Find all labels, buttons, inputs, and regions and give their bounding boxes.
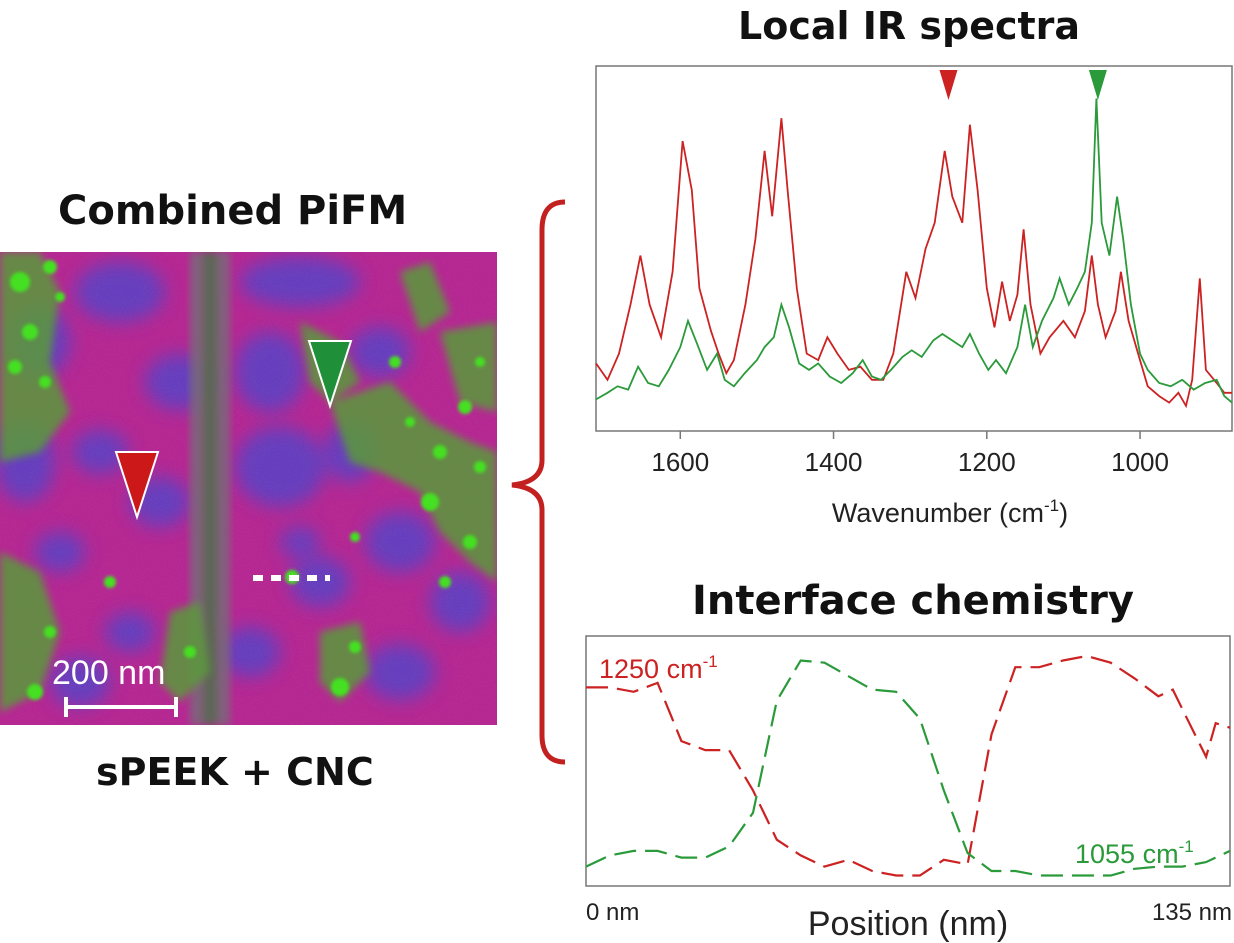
- spectra-frame: [595, 65, 1233, 432]
- profile-title: Interface chemistry: [692, 578, 1134, 624]
- spectra-xtick-label-0: 1600: [651, 447, 709, 477]
- bracket-connector: [511, 199, 566, 765]
- pifm-image-title: Combined PiFM: [58, 188, 408, 234]
- peak-marker-1: [1088, 70, 1107, 100]
- profile-xtick-end: 135 nm: [1152, 899, 1232, 926]
- spectrum-line-0: [595, 118, 1232, 409]
- profile-line-0: [586, 654, 1231, 877]
- spectra-chart: 1600 1400 1200 1000 Wavenumber (cm-1): [595, 65, 1233, 528]
- profile-chart: 1250 cm-1 1055 cm-1 0 nm 135 nm Position…: [585, 635, 1232, 943]
- peak-marker-0: [939, 70, 958, 100]
- spectrum-line-1: [595, 98, 1233, 404]
- profile-xtick-start: 0 nm: [586, 899, 639, 926]
- series-label-red: 1250 cm-1: [599, 652, 718, 684]
- scale-bar-label: 200 nm: [52, 654, 165, 692]
- profile-frame: [585, 635, 1231, 887]
- spectra-xtick-label-2: 1200: [958, 447, 1016, 477]
- sample-label: sPEEK + CNC: [96, 750, 374, 794]
- spectra-title: Local IR spectra: [738, 4, 1081, 48]
- spectra-xtick-label-3: 1000: [1111, 447, 1169, 477]
- profile-line-1: [585, 659, 1231, 877]
- spectra-xtick-label-1: 1400: [805, 447, 863, 477]
- spectra-xlabel: Wavenumber (cm-1): [832, 496, 1068, 528]
- pifm-image: 200 nm: [0, 252, 497, 725]
- profile-xlabel: Position (nm): [808, 905, 1008, 943]
- series-label-green: 1055 cm-1: [1075, 837, 1194, 869]
